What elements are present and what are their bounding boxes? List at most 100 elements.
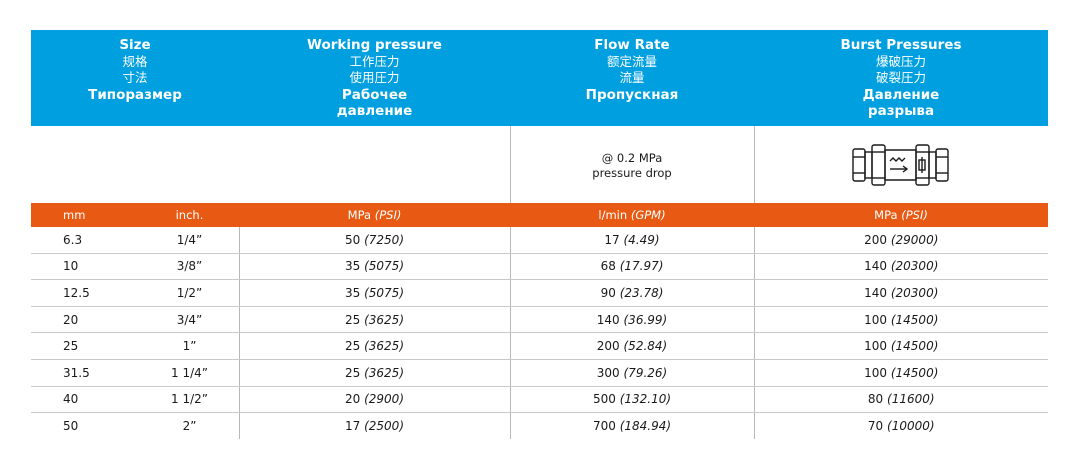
cell-flow-rate: 700 (184.94) (509, 412, 754, 439)
unit-pressure-main: MPa (347, 208, 372, 222)
cell-wp-psi: (5075) (364, 285, 404, 300)
cell-inch-value: 2” (182, 418, 197, 433)
header-size-zh1: 规格 (122, 53, 148, 69)
table-row: 12.5 1/2” 35 (5075) 90 (23.78) 140 (20300) (31, 279, 1048, 307)
header-flow-rate: Flow Rate 额定流量 流量 Пропускная (510, 30, 754, 126)
cell-inch: 3/4” (136, 306, 239, 334)
cell-wp-psi: (7250) (364, 232, 404, 247)
cell-burst-psi: (14500) (890, 312, 939, 327)
table-row: 25 1” 25 (3625) 200 (52.84) 100 (14500) (31, 332, 1048, 360)
table-row: 20 3/4” 25 (3625) 140 (36.99) 100 (14500) (31, 306, 1048, 334)
cell-flow-gpm: (79.26) (623, 365, 668, 380)
note-cell-burst (753, 126, 1048, 203)
note-cell-size (31, 126, 239, 203)
cell-burst-psi: (10000) (887, 418, 935, 433)
cell-burst-mpa: 140 (864, 285, 888, 300)
flow-note-line2: pressure drop (592, 165, 672, 180)
cell-burst-mpa: 200 (864, 232, 888, 247)
cell-inch: 1/2” (136, 279, 239, 307)
cell-flow-rate: 500 (132.10) (509, 386, 754, 414)
table-row: 10 3/8” 35 (5075) 68 (17.97) 140 (20300) (31, 253, 1048, 281)
header-wp-ru2: давление (336, 103, 413, 119)
note-cell-flow: @ 0.2 MPa pressure drop (509, 126, 754, 203)
cell-inch: 1/4” (136, 227, 239, 254)
cell-wp-psi: (3625) (364, 312, 404, 327)
cell-mm: 12.5 (31, 279, 136, 307)
cell-flow-rate: 90 (23.78) (509, 279, 754, 307)
cell-flow-gpm: (184.94) (619, 418, 672, 433)
cell-burst-mpa: 80 (867, 392, 884, 407)
cell-working-pressure: 25 (3625) (238, 332, 510, 360)
cell-burst-pressure: 80 (11600) (753, 386, 1048, 414)
cell-flow-lmin: 200 (596, 339, 620, 354)
cell-burst-pressure: 140 (20300) (753, 253, 1048, 281)
cell-burst-mpa: 100 (864, 365, 888, 380)
cell-flow-lmin: 300 (596, 365, 620, 380)
cell-wp-psi: (5075) (364, 259, 404, 274)
cell-flow-gpm: (132.10) (619, 392, 672, 407)
cell-flow-lmin: 17 (604, 232, 620, 247)
cell-burst-pressure: 100 (14500) (753, 332, 1048, 360)
unit-inch-label: inch. (175, 208, 204, 222)
cell-mm: 31.5 (31, 359, 136, 387)
cell-burst-psi: (29000) (890, 232, 939, 247)
header-flow-zh1: 额定流量 (606, 53, 657, 69)
check-valve-icon (852, 143, 949, 186)
cell-mm: 40 (31, 386, 136, 414)
header-size-zh2: 寸法 (122, 70, 148, 85)
cell-flow-lmin: 68 (600, 259, 616, 274)
cell-wp-mpa: 17 (344, 418, 361, 433)
cell-flow-gpm: (36.99) (623, 312, 668, 327)
cell-burst-psi: (14500) (890, 365, 939, 380)
unit-flow-main: l/min (598, 208, 628, 222)
cell-mm: 50 (63, 418, 79, 433)
cell-working-pressure: 20 (2900) (238, 386, 510, 414)
cell-inch-value: 1 1/4” (171, 365, 208, 380)
cell-working-pressure: 50 (7250) (238, 227, 510, 254)
cell-inch-value: 1/4” (176, 232, 203, 247)
cell-inch: 1” (136, 332, 239, 360)
cell-flow-lmin: 700 (592, 418, 616, 433)
table-row: 31.5 1 1/4” 25 (3625) 300 (79.26) 100 (14500… (31, 359, 1048, 387)
cell-inch-value: 1 1/2” (171, 392, 208, 407)
cell-inch: 1 1/4” (136, 359, 239, 387)
table-row: 6.3 1/4” 50 (7250) 17 (4.49) 200 (29000) (31, 227, 1048, 254)
cell-burst-mpa: 140 (864, 259, 888, 274)
table-row: 50 2” 17 (2500) 700 (184.94) 70 (10000) (31, 412, 1048, 439)
cell-working-pressure: 25 (3625) (238, 306, 510, 334)
header-burst-ru2: разрыва (867, 103, 935, 119)
cell-inch: 1 1/2” (136, 386, 239, 414)
flow-note-line1: @ 0.2 MPa (601, 150, 663, 165)
cell-inch-value: 3/8” (176, 259, 203, 274)
header-flow-ru: Пропускная (585, 86, 679, 103)
header-size-ru: Типоразмер (88, 86, 182, 103)
cell-flow-lmin: 90 (600, 285, 616, 300)
header-flow-zh2: 流量 (619, 70, 645, 85)
table-row: 40 1 1/2” 20 (2900) 500 (132.10) 80 (11600) (31, 386, 1048, 414)
unit-flow: l/min (GPM) (510, 203, 754, 227)
cell-mm: 20 (31, 306, 136, 334)
data-body: 6.3 1/4” 50 (7250) 17 (4.49) 200 (29000) 10 3/… (31, 227, 1048, 439)
cell-burst-psi: (20300) (890, 285, 939, 300)
header-burst-en: Burst Pressures (840, 37, 962, 53)
cell-burst-psi: (14500) (890, 339, 939, 354)
cell-burst-mpa: 100 (864, 339, 888, 354)
unit-burst-main: MPa (874, 208, 898, 222)
cell-wp-mpa: 25 (344, 339, 361, 354)
cell-working-pressure: 35 (5075) (238, 253, 510, 281)
cell-mm: 6.3 (31, 227, 136, 254)
unit-mm: mm (31, 203, 136, 227)
cell-burst-pressure: 100 (14500) (753, 306, 1048, 334)
cell-burst-pressure: 100 (14500) (753, 359, 1048, 387)
cell-wp-mpa: 35 (344, 285, 361, 300)
cell-inch: 2” (136, 413, 239, 439)
cell-wp-mpa: 50 (344, 232, 361, 247)
cell-flow-rate: 300 (79.26) (509, 359, 754, 387)
cell-burst-psi: (11600) (887, 392, 935, 407)
cell-burst-mpa: 100 (864, 312, 888, 327)
cell-wp-mpa: 20 (344, 392, 361, 407)
cell-wp-psi: (2500) (364, 418, 404, 433)
cell-wp-psi: (3625) (364, 339, 404, 354)
cell-inch-value: 1” (182, 339, 197, 354)
cell-flow-gpm: (17.97) (619, 259, 664, 274)
